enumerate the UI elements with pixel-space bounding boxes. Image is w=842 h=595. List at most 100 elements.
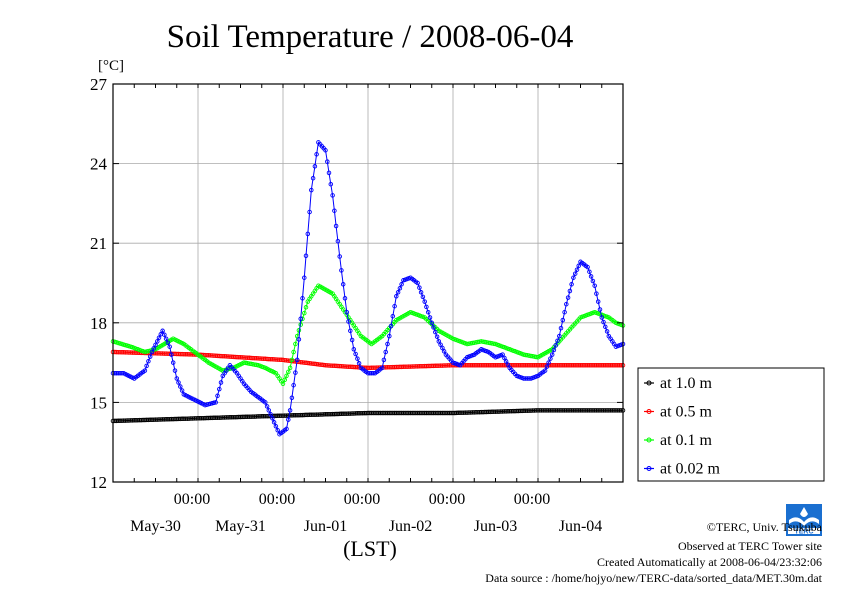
data-point <box>271 420 277 425</box>
data-point <box>286 417 291 422</box>
data-point <box>144 363 149 369</box>
data-point <box>156 335 162 341</box>
data-point <box>215 393 220 399</box>
data-point <box>415 280 420 286</box>
data-point <box>330 193 335 198</box>
x-time-label: 00:00 <box>429 491 465 508</box>
data-point <box>213 400 218 405</box>
data-point <box>438 342 443 347</box>
data-point <box>549 352 555 357</box>
x-axis-label: (LST) <box>343 536 397 561</box>
data-point <box>307 209 312 215</box>
data-point <box>427 315 433 320</box>
data-point <box>286 369 291 375</box>
legend-swatch-marker <box>646 466 652 471</box>
data-point <box>153 342 158 348</box>
y-tick-label: 12 <box>90 473 107 492</box>
data-point <box>151 346 156 351</box>
data-point <box>282 377 288 383</box>
x-date-label: Jun-04 <box>559 518 603 535</box>
data-point <box>303 305 309 310</box>
data-point <box>167 344 172 349</box>
data-point <box>604 329 610 334</box>
data-point <box>597 307 603 312</box>
data-point <box>385 341 390 347</box>
data-point <box>574 267 580 272</box>
data-point <box>170 360 176 365</box>
data-point <box>332 208 337 213</box>
data-point <box>142 368 148 373</box>
data-point <box>567 288 573 294</box>
data-point <box>417 285 422 290</box>
data-point <box>588 274 594 279</box>
data-point <box>576 263 581 269</box>
data-point <box>594 291 599 296</box>
data-point <box>562 309 567 315</box>
data-point <box>300 296 305 301</box>
data-point <box>291 382 296 388</box>
data-point <box>500 352 505 357</box>
data-point <box>429 320 435 326</box>
data-point <box>542 368 548 373</box>
data-point <box>555 338 560 343</box>
x-time-label: 00:00 <box>514 491 550 508</box>
data-point <box>314 152 319 157</box>
data-point <box>266 408 272 413</box>
data-point <box>263 400 268 405</box>
data-point <box>287 408 293 413</box>
data-point <box>337 254 342 259</box>
data-point <box>294 357 300 363</box>
data-point <box>147 354 153 359</box>
data-point <box>293 341 298 347</box>
legend-swatch-marker <box>646 409 652 414</box>
data-point <box>381 357 387 363</box>
data-point <box>349 337 355 343</box>
legend-label: at 1.0 m <box>660 375 713 392</box>
data-point <box>418 290 424 295</box>
y-tick-label: 18 <box>90 314 107 333</box>
data-point <box>174 376 180 381</box>
x-time-label: 00:00 <box>344 491 380 508</box>
data-point <box>339 268 344 273</box>
legend-label: at 0.1 m <box>660 432 713 449</box>
data-point <box>395 290 401 295</box>
data-point <box>560 317 566 323</box>
data-point <box>172 368 178 373</box>
data-point <box>397 286 403 291</box>
data-point <box>303 253 309 259</box>
data-point <box>218 380 224 385</box>
data-point <box>592 283 597 288</box>
data-point <box>564 301 569 307</box>
x-date-label: Jun-03 <box>474 518 518 535</box>
data-point <box>310 175 316 181</box>
data-point <box>178 384 183 389</box>
data-point <box>565 295 571 300</box>
data-point <box>340 282 346 287</box>
data-point <box>326 170 332 176</box>
series-at-0-02-m <box>110 140 626 437</box>
credit-copyright: ©TERC, Univ. Tsukuba <box>707 520 823 534</box>
data-point <box>155 339 160 344</box>
legend-swatch-marker <box>646 380 652 386</box>
data-point <box>211 400 217 406</box>
data-point <box>293 370 298 375</box>
data-point <box>325 159 330 164</box>
data-point <box>557 333 562 339</box>
data-point <box>333 223 339 229</box>
data-point <box>399 282 404 287</box>
data-point <box>420 294 426 300</box>
data-point <box>553 343 558 348</box>
data-point <box>146 359 151 364</box>
data-point <box>289 357 295 363</box>
data-point <box>603 324 608 330</box>
data-point <box>440 345 445 351</box>
data-point <box>217 386 222 392</box>
data-point <box>590 278 596 284</box>
chart-title: Soil Temperature / 2008-06-04 <box>167 19 574 55</box>
y-tick-label: 15 <box>90 393 107 412</box>
data-point <box>383 349 388 355</box>
y-tick-label: 24 <box>90 155 108 174</box>
data-point <box>280 381 286 387</box>
data-point <box>601 319 606 325</box>
